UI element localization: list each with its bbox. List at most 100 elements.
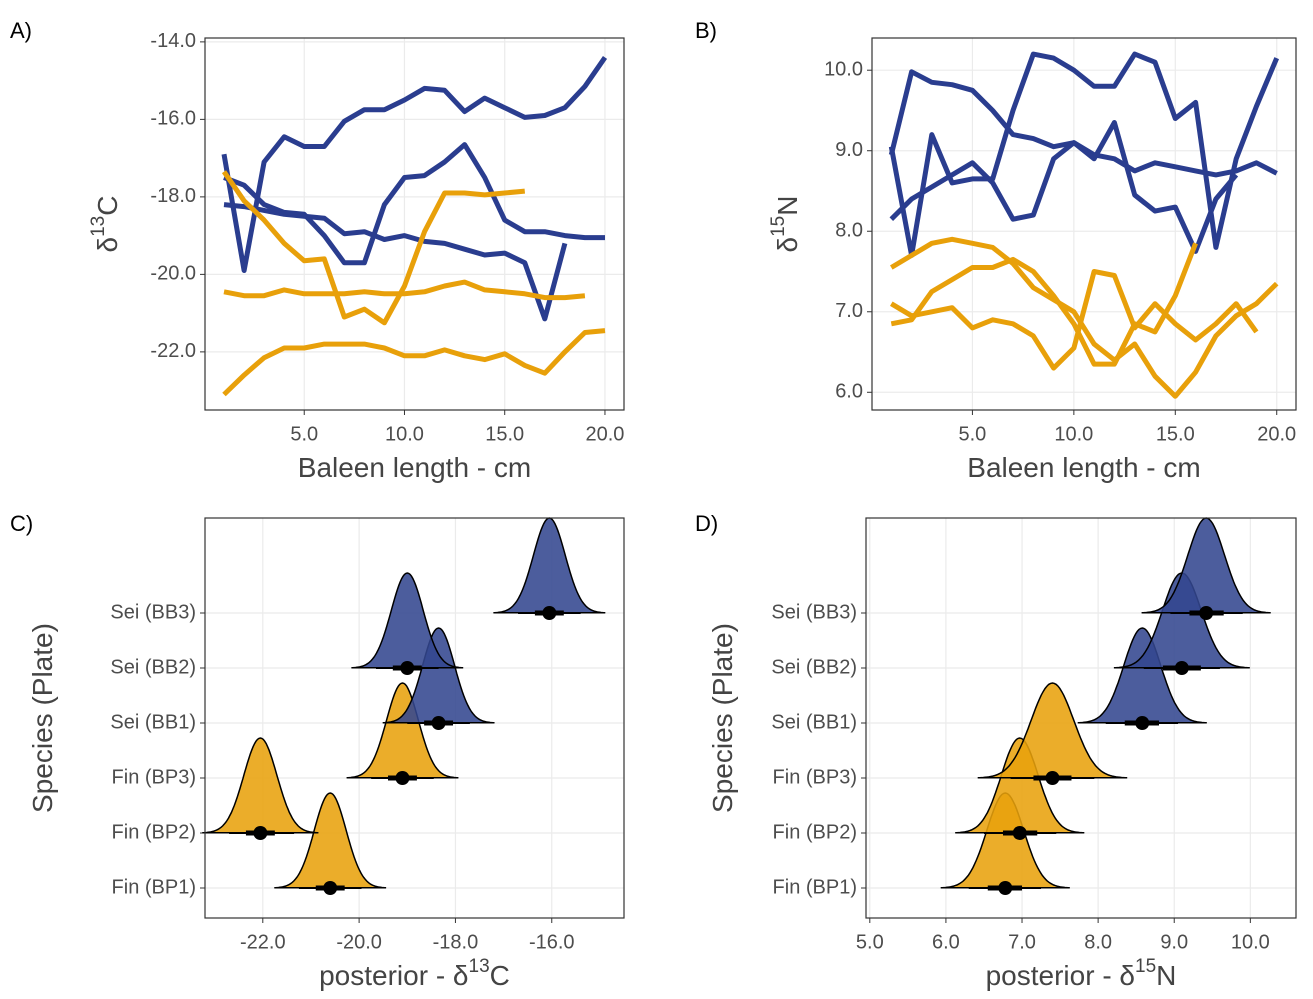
median-point bbox=[542, 606, 557, 620]
x-tick-label: -22.0 bbox=[240, 931, 286, 953]
y-tick-label: Fin (BP2) bbox=[773, 821, 857, 843]
median-point bbox=[395, 771, 410, 785]
x-tick-label: 15.0 bbox=[1156, 423, 1195, 445]
median-point bbox=[1135, 716, 1150, 730]
density bbox=[351, 572, 464, 669]
x-tick-label: -16.0 bbox=[529, 931, 575, 953]
y-tick-label: Fin (BP1) bbox=[773, 876, 857, 898]
y-tick-label: Sei (BB3) bbox=[771, 601, 857, 623]
label-part: Species (Plate) bbox=[27, 623, 58, 813]
series-line bbox=[888, 51, 1280, 258]
series-line bbox=[890, 242, 1198, 367]
y-tick-label: Sei (BB1) bbox=[110, 711, 196, 733]
density bbox=[202, 737, 319, 834]
label-part: 15 bbox=[1135, 956, 1156, 977]
x-tick-label: 10.0 bbox=[385, 423, 424, 445]
series-line bbox=[221, 170, 526, 326]
x-tick-label: 10.0 bbox=[1231, 931, 1270, 953]
series-line bbox=[890, 269, 1259, 371]
median-point bbox=[1045, 771, 1060, 785]
panel-background bbox=[205, 38, 624, 410]
label-part: posterior - δ bbox=[319, 960, 468, 991]
y-tick-label: 8.0 bbox=[835, 220, 863, 242]
x-tick-label: 6.0 bbox=[932, 931, 960, 953]
y-tick-label: Sei (BB1) bbox=[771, 711, 857, 733]
x-axis-title: posterior - δ15N bbox=[986, 956, 1177, 991]
x-tick-label: 15.0 bbox=[485, 423, 524, 445]
x-axis-title: posterior - δ13C bbox=[319, 956, 510, 991]
median-point bbox=[253, 826, 268, 840]
median-point bbox=[1012, 826, 1027, 840]
median-point bbox=[431, 716, 446, 730]
x-tick-label: -20.0 bbox=[336, 931, 382, 953]
label-part: N bbox=[772, 196, 803, 216]
label-part: N bbox=[1156, 960, 1176, 991]
y-tick-label: 9.0 bbox=[835, 139, 863, 161]
x-tick-label: -18.0 bbox=[433, 931, 479, 953]
label-part: Baleen length - cm bbox=[298, 452, 531, 483]
panel-border bbox=[871, 37, 1297, 411]
y-tick-label: Sei (BB3) bbox=[110, 601, 196, 623]
x-tick-label: 7.0 bbox=[1008, 931, 1036, 953]
label-part: δ bbox=[92, 237, 123, 253]
x-tick-label: 20.0 bbox=[1257, 423, 1296, 445]
median-point bbox=[1199, 606, 1214, 620]
x-axis-title: Baleen length - cm bbox=[967, 452, 1200, 483]
density bbox=[955, 737, 1085, 834]
label-part: C bbox=[490, 960, 510, 991]
y-tick-label: -14.0 bbox=[150, 30, 196, 52]
panel-border bbox=[865, 517, 1297, 919]
label-part: δ bbox=[772, 237, 803, 253]
label-part: 13 bbox=[469, 956, 490, 977]
y-axis-title: δ15N bbox=[768, 196, 803, 253]
y-tick-label: -20.0 bbox=[150, 263, 196, 285]
x-tick-label: 5.0 bbox=[959, 423, 987, 445]
label-part: Species (Plate) bbox=[707, 623, 738, 813]
label-part: Baleen length - cm bbox=[967, 452, 1200, 483]
x-tick-label: 5.0 bbox=[290, 423, 318, 445]
y-tick-label: -16.0 bbox=[150, 108, 196, 130]
y-tick-label: -22.0 bbox=[150, 340, 196, 362]
median-point bbox=[323, 881, 338, 895]
y-tick-label: 7.0 bbox=[835, 300, 863, 322]
x-tick-label: 5.0 bbox=[856, 931, 884, 953]
median-point bbox=[400, 661, 415, 675]
y-tick-label: -18.0 bbox=[150, 185, 196, 207]
panel-background bbox=[872, 38, 1296, 410]
density bbox=[346, 682, 459, 779]
label-part: 13 bbox=[88, 216, 109, 237]
y-tick-label: Fin (BP3) bbox=[112, 766, 196, 788]
y-tick-label: 6.0 bbox=[835, 381, 863, 403]
y-tick-label: Fin (BP2) bbox=[112, 821, 196, 843]
median-point bbox=[998, 881, 1013, 895]
label-part: posterior - δ bbox=[986, 960, 1135, 991]
density bbox=[977, 682, 1128, 779]
y-axis-title: δ13C bbox=[88, 196, 123, 253]
y-axis-title: Species (Plate) bbox=[707, 623, 738, 813]
panel-border bbox=[204, 517, 625, 919]
series-line bbox=[223, 279, 586, 301]
y-tick-label: Sei (BB2) bbox=[110, 656, 196, 678]
x-tick-label: 20.0 bbox=[585, 423, 624, 445]
series-line bbox=[223, 142, 605, 266]
x-tick-label: 10.0 bbox=[1054, 423, 1093, 445]
x-axis-title: Baleen length - cm bbox=[298, 452, 531, 483]
y-tick-label: Sei (BB2) bbox=[771, 656, 857, 678]
label-part: 15 bbox=[768, 216, 789, 237]
panel-title: C) bbox=[10, 511, 33, 536]
median-point bbox=[1174, 661, 1189, 675]
y-tick-label: Fin (BP1) bbox=[112, 876, 196, 898]
panel-title: B) bbox=[695, 18, 717, 43]
label-part: C bbox=[92, 196, 123, 216]
series-line bbox=[221, 55, 608, 273]
density bbox=[274, 792, 387, 889]
series-line bbox=[890, 236, 1279, 399]
series-line bbox=[222, 328, 606, 397]
density bbox=[1077, 627, 1207, 724]
y-tick-label: 10.0 bbox=[824, 58, 863, 80]
x-tick-label: 9.0 bbox=[1160, 931, 1188, 953]
panel-border bbox=[204, 37, 625, 411]
panel-title: A) bbox=[10, 18, 32, 43]
y-tick-label: Fin (BP3) bbox=[773, 766, 857, 788]
